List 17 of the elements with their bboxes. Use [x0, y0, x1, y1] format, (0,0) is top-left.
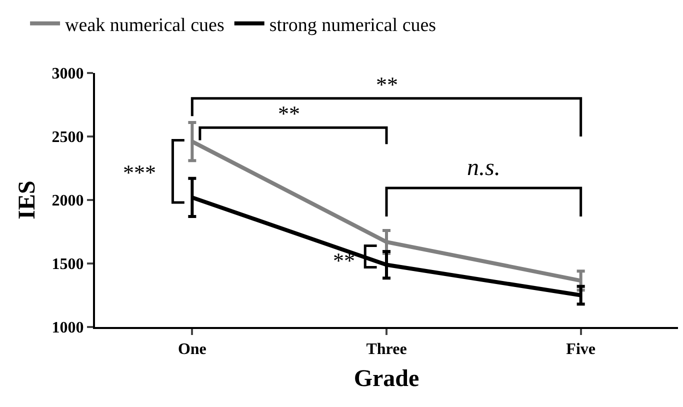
y-tick-label: 2500 [52, 129, 84, 146]
y-tick-label: 2000 [52, 192, 84, 210]
annotation: ** [333, 248, 355, 273]
x-tick-label: Five [566, 341, 596, 358]
x-tick-label: One [178, 341, 206, 358]
annotation: *** [123, 160, 156, 185]
legend-label: weak numerical cues [65, 14, 224, 36]
annotation: n.s. [467, 155, 500, 181]
y-axis-title: IES [14, 180, 40, 220]
annotation: ** [376, 72, 398, 97]
x-tick-label: Three [366, 341, 407, 358]
legend-label: strong numerical cues [269, 14, 436, 36]
annotation: ** [278, 101, 300, 126]
y-tick-label: 3000 [52, 66, 84, 83]
y-tick-label: 1500 [52, 256, 84, 274]
x-axis-title: Grade [354, 366, 420, 392]
y-tick-label: 1000 [52, 320, 84, 337]
